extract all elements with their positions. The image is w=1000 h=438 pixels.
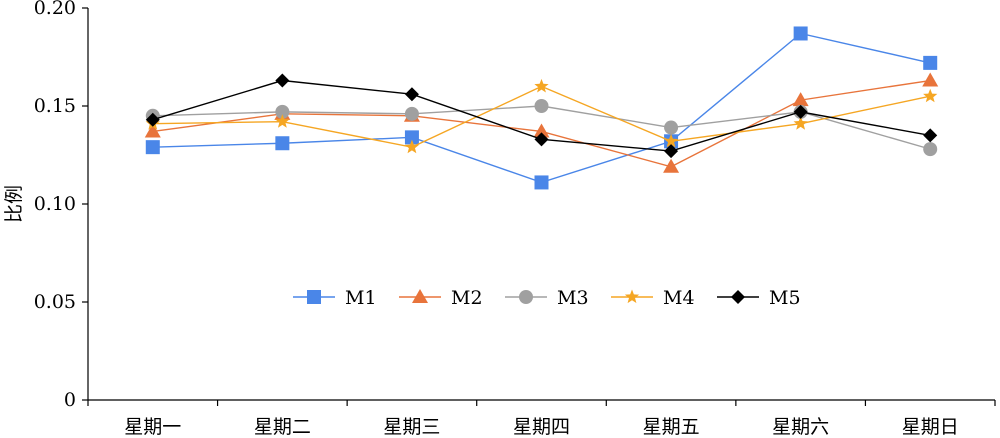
data-point [144,123,161,138]
data-point [275,114,290,128]
data-point [793,116,808,130]
legend-label: M4 [663,287,695,309]
data-point [793,26,808,41]
data-point [664,120,679,135]
data-point [923,88,938,103]
series-layer [144,26,939,190]
data-point [534,132,549,147]
legend-item: M4 [611,287,695,309]
data-point [664,144,679,159]
y-axis-ticks: 0 0.05 0.10 0.15 0.20 [34,0,88,411]
legend-marker [624,289,640,304]
data-point [534,78,549,93]
series-m5 [145,73,938,159]
legend: M1 M2 M3 M4 M5 [293,287,801,309]
x-tick-label: 星期六 [772,416,829,438]
data-point [145,140,160,155]
data-point [792,92,809,107]
data-point [534,175,549,190]
data-point [922,72,939,87]
legend-label: M1 [345,287,377,309]
x-tick-label: 星期四 [513,416,570,438]
legend-marker [307,290,321,304]
y-tick-label: 0.15 [34,95,76,117]
x-tick-label: 星期五 [643,416,700,438]
data-point [923,142,938,157]
data-point [663,158,680,173]
data-point [275,73,290,88]
x-tick-label: 星期日 [902,416,959,438]
y-axis-label: 比例 [3,185,25,223]
legend-marker [731,290,745,304]
x-axis-ticks: 星期一 星期二 星期三 星期四 星期五 星期六 星期日 [87,400,996,438]
data-point [923,128,938,143]
data-point [663,133,679,148]
legend-marker [412,289,428,303]
y-tick-label: 0.20 [34,0,76,19]
y-tick-label: 0.05 [34,291,76,313]
legend-label: M3 [557,287,589,309]
x-tick-label: 星期三 [383,416,440,438]
data-point [404,87,419,102]
legend-item: M5 [717,287,801,309]
x-tick-label: 星期二 [254,416,311,438]
axes [87,8,995,401]
y-tick-label: 0 [64,389,76,411]
legend-item: M3 [505,287,589,309]
y-tick-label: 0.10 [34,193,76,215]
data-point [404,139,420,154]
legend-label: M5 [769,287,801,309]
x-tick-label: 星期一 [124,416,181,438]
legend-label: M2 [451,287,483,309]
data-point [145,112,160,127]
data-point [275,104,290,119]
data-point [923,55,938,70]
data-point [404,106,419,121]
legend-marker [519,290,533,304]
data-point [793,104,808,119]
data-point [404,130,419,145]
legend-item: M1 [293,287,377,309]
legend-item: M2 [399,287,483,309]
data-point [533,123,550,138]
data-point [275,136,290,151]
data-point [534,99,549,113]
